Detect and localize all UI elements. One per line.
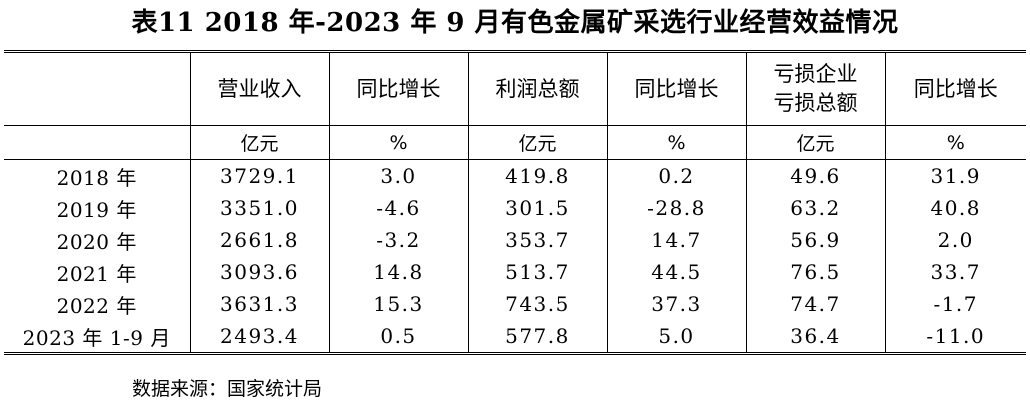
row-label: 2022 年 xyxy=(56,293,137,318)
operating-performance-table: 营业收入 同比增长 利润总额 同比增长 亏损企业 亏损总额 同比增长 亿元 % 亿… xyxy=(4,50,1026,355)
value-cell: 3729.1 xyxy=(189,159,329,192)
value-cell: 33.7 xyxy=(884,256,1026,288)
value-cell: 37.3 xyxy=(606,288,746,320)
unit-cell: 亿元 xyxy=(467,125,607,160)
value-cell: -1.7 xyxy=(884,288,1026,320)
value-cell: -28.8 xyxy=(606,192,746,224)
value-cell: 743.5 xyxy=(467,288,607,320)
table-row: 2019 年 3351.0 -4.6 301.5 -28.8 63.2 40.8 xyxy=(4,192,1026,224)
header-cell-revenue: 营业收入 xyxy=(189,50,329,126)
value-cell: 63.2 xyxy=(745,192,885,224)
header-row: 营业收入 同比增长 利润总额 同比增长 亏损企业 亏损总额 同比增长 xyxy=(4,50,1026,126)
unit-cell: 亿元 xyxy=(745,125,885,160)
table-row: 2022 年 3631.3 15.3 743.5 37.3 74.7 -1.7 xyxy=(4,288,1026,320)
value-cell: 31.9 xyxy=(884,159,1026,192)
unit-cell: % xyxy=(606,125,746,160)
value-cell: 3631.3 xyxy=(189,288,329,320)
value-cell: 577.8 xyxy=(467,320,607,355)
value-cell: 5.0 xyxy=(606,320,746,355)
value-cell: 353.7 xyxy=(467,224,607,256)
value-cell: 513.7 xyxy=(467,256,607,288)
table-row: 2020 年 2661.8 -3.2 353.7 14.7 56.9 2.0 xyxy=(4,224,1026,256)
unit-corner-cell xyxy=(4,125,190,160)
table-row: 2021 年 3093.6 14.8 513.7 44.5 76.5 33.7 xyxy=(4,256,1026,288)
value-cell: 74.7 xyxy=(745,288,885,320)
value-cell: 0.5 xyxy=(328,320,468,355)
table-row: 2018 年 3729.1 3.0 419.8 0.2 49.6 31.9 xyxy=(4,159,1026,192)
header-cell-profit-growth: 同比增长 xyxy=(606,50,746,126)
row-label: 2019 年 xyxy=(56,197,137,222)
value-cell: 419.8 xyxy=(467,159,607,192)
value-cell: 3.0 xyxy=(328,159,468,192)
value-cell: 3093.6 xyxy=(189,256,329,288)
header-cell-total-profit: 利润总额 xyxy=(467,50,607,126)
value-cell: -4.6 xyxy=(328,192,468,224)
row-label: 2021 年 xyxy=(56,261,137,286)
unit-cell: 亿元 xyxy=(189,125,329,160)
value-cell: 44.5 xyxy=(606,256,746,288)
value-cell: 2493.4 xyxy=(189,320,329,355)
row-label: 2020 年 xyxy=(56,229,137,254)
row-label: 2018 年 xyxy=(56,165,137,190)
value-cell: 36.4 xyxy=(745,320,885,355)
unit-row: 亿元 % 亿元 % 亿元 % xyxy=(4,125,1026,160)
table-title: 表11 2018 年-2023 年 9 月有色金属矿采选行业经营效益情况 xyxy=(131,8,899,38)
unit-cell: % xyxy=(884,125,1026,160)
row-label: 2023 年 1-9 月 xyxy=(4,320,190,355)
value-cell: 14.8 xyxy=(328,256,468,288)
header-cell-revenue-growth: 同比增长 xyxy=(328,50,468,126)
value-cell: 14.7 xyxy=(606,224,746,256)
value-cell: 0.2 xyxy=(606,159,746,192)
value-cell: -3.2 xyxy=(328,224,468,256)
table-row: 2023 年 1-9 月 2493.4 0.5 577.8 5.0 36.4 -… xyxy=(4,320,1026,355)
value-cell: -11.0 xyxy=(884,320,1026,355)
value-cell: 2.0 xyxy=(884,224,1026,256)
header-cell-loss-growth: 同比增长 xyxy=(884,50,1026,126)
unit-cell: % xyxy=(328,125,468,160)
corner-header-cell xyxy=(4,50,190,126)
data-source-note: 数据来源：国家统计局 xyxy=(132,378,323,400)
value-cell: 15.3 xyxy=(328,288,468,320)
value-cell: 2661.8 xyxy=(189,224,329,256)
value-cell: 56.9 xyxy=(745,224,885,256)
value-cell: 3351.0 xyxy=(189,192,329,224)
header-cell-loss-total: 亏损企业 亏损总额 xyxy=(745,50,885,126)
value-cell: 49.6 xyxy=(745,159,885,192)
value-cell: 301.5 xyxy=(467,192,607,224)
value-cell: 76.5 xyxy=(745,256,885,288)
value-cell: 40.8 xyxy=(884,192,1026,224)
